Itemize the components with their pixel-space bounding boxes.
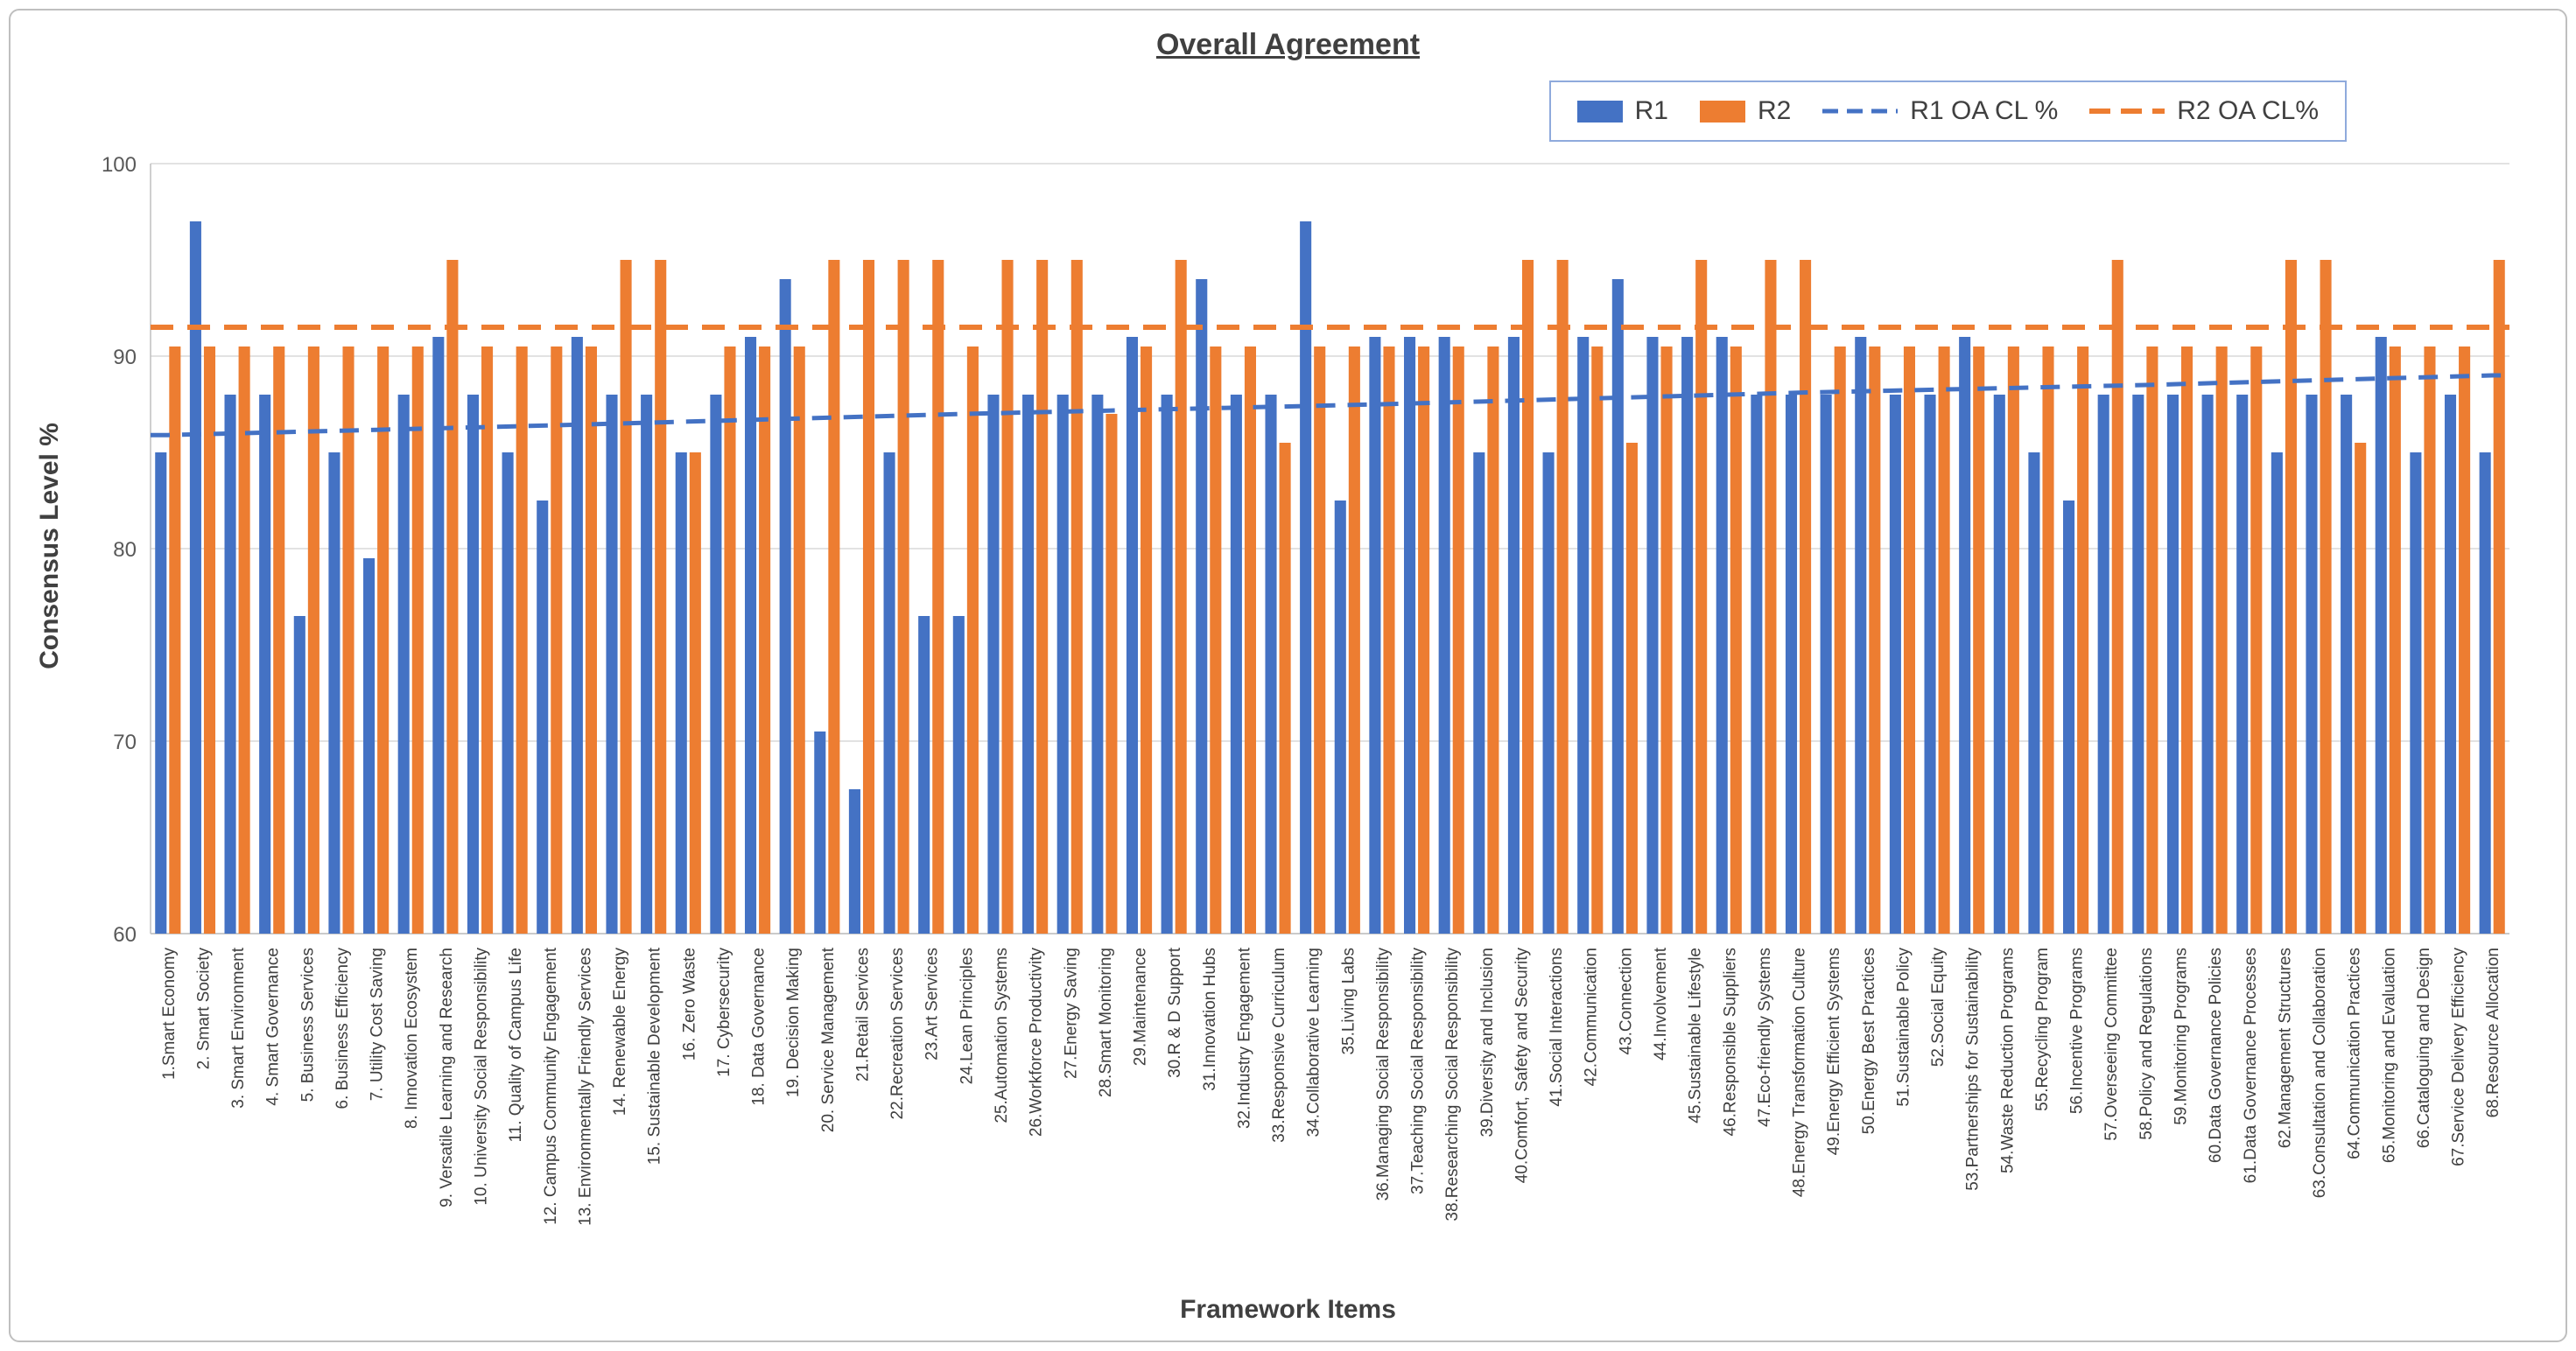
svg-text:16. Zero Waste: 16. Zero Waste [680,948,698,1060]
svg-text:36.Managing Social Responsibil: 36.Managing Social Responsibility [1374,948,1393,1201]
svg-text:25.Automation Systems: 25.Automation Systems [993,948,1011,1124]
chart-plot: 60 70 80 90 100 1.Smart Economy 2. Smart Socie… [102,153,2509,1226]
svg-text:33.Responsive Curriculum: 33.Responsive Curriculum [1270,948,1288,1143]
svg-text:67.Service Delivery Efficiency: 67.Service Delivery Efficiency [2450,948,2468,1166]
svg-text:1.Smart Economy: 1.Smart Economy [160,948,179,1080]
svg-text:46.Responsible Suppliers: 46.Responsible Suppliers [1721,948,1739,1136]
svg-text:47.Eco-friendly Systems: 47.Eco-friendly Systems [1756,948,1774,1127]
x-axis-title: Framework Items [1180,1295,1396,1324]
legend-label-r1-oa-cl: R1 OA CL % [1910,96,2059,125]
svg-text:21.Retail Services: 21.Retail Services [853,948,872,1082]
chart-legend: R1 R2 R1 OA CL % R2 OA CL% [1548,80,2347,142]
chart-frame: Overall Agreement 60 70 80 90 100 1.Smart Eco… [9,9,2567,1342]
svg-text:61.Data Governance Processes: 61.Data Governance Processes [2242,948,2260,1183]
svg-text:10. University Social Responsi: 10. University Social Responsibility [473,948,491,1206]
svg-text:55.Recycling Program: 55.Recycling Program [2033,948,2052,1111]
bars-r1 [155,221,2491,934]
svg-text:63.Consultation and Collaborat: 63.Consultation and Collaboration [2311,948,2329,1198]
svg-text:13. Environmentally Friendly S: 13. Environmentally Friendly Services [576,948,594,1226]
svg-text:49.Energy Efficient Systems: 49.Energy Efficient Systems [1825,948,1843,1155]
svg-text:51.Sustainable Policy: 51.Sustainable Policy [1894,948,1913,1107]
reference-lines [151,325,2509,438]
svg-text:68.Resource Allocation: 68.Resource Allocation [2484,948,2502,1117]
legend-item-r1-oa-cl: R1 OA CL % [1822,96,2058,126]
svg-text:59.Monitoring Programs: 59.Monitoring Programs [2172,948,2190,1125]
svg-text:39.Diversity and Inclusion: 39.Diversity and Inclusion [1478,948,1497,1138]
r1-bar-swatch-icon [1576,100,1623,122]
svg-text:65.Monitoring and Evaluation: 65.Monitoring and Evaluation [2380,948,2398,1163]
svg-text:26.Workforce Productivity: 26.Workforce Productivity [1028,948,1046,1138]
svg-text:19. Decision Making: 19. Decision Making [784,948,803,1097]
svg-text:37.Teaching Social Responsibil: 37.Teaching Social Responsibility [1409,948,1428,1194]
svg-text:45.Sustainable Lifestyle: 45.Sustainable Lifestyle [1687,948,1705,1124]
svg-text:5. Business Services: 5. Business Services [298,948,317,1102]
r2-bar-swatch-icon [1699,100,1745,122]
svg-text:32.Industry Engagement: 32.Industry Engagement [1235,947,1253,1129]
svg-text:80: 80 [113,538,137,562]
svg-text:40.Comfort, Safety and Securit: 40.Comfort, Safety and Security [1513,948,1531,1184]
svg-text:11. Quality of Campus Life: 11. Quality of Campus Life [507,948,525,1142]
svg-text:52.Social Equity: 52.Social Equity [1929,948,1948,1068]
svg-text:57.Overseeing Committee: 57.Overseeing Committee [2102,948,2121,1141]
svg-text:28.Smart Monitoring: 28.Smart Monitoring [1097,948,1115,1097]
svg-text:42.Communication: 42.Communication [1583,948,1601,1086]
svg-text:100: 100 [102,153,137,177]
chart-title: Overall Agreement [1155,28,1421,61]
svg-text:38.Researching Social Responsi: 38.Researching Social Responsibility [1443,948,1462,1222]
svg-text:17. Cybersecurity: 17. Cybersecurity [715,948,733,1077]
svg-text:18. Data Governance: 18. Data Governance [750,948,769,1106]
svg-text:66.Cataloguing and Design: 66.Cataloguing and Design [2415,948,2433,1148]
r1-dashed-line-swatch-icon [1822,108,1899,114]
svg-text:41.Social Interactions: 41.Social Interactions [1548,948,1566,1107]
svg-text:22.Recreation Services: 22.Recreation Services [888,948,907,1119]
svg-text:58.Policy and Regulations: 58.Policy and Regulations [2137,948,2156,1140]
svg-text:70: 70 [113,731,137,754]
svg-text:24.Lean Principles: 24.Lean Principles [958,948,976,1084]
svg-text:44.Involvement: 44.Involvement [1652,947,1670,1060]
svg-text:50.Energy Best Practices: 50.Energy Best Practices [1860,948,1878,1134]
svg-text:14. Renewable Energy: 14. Renewable Energy [611,948,629,1116]
svg-text:6. Business Efficiency: 6. Business Efficiency [333,948,352,1110]
svg-text:54.Waste Reduction Programs: 54.Waste Reduction Programs [1998,948,2017,1173]
svg-text:30.R & D Support: 30.R & D Support [1166,947,1184,1078]
y-tick-labels: 60 70 80 90 100 [102,153,137,947]
svg-text:3. Smart Environment: 3. Smart Environment [229,947,248,1108]
svg-text:48.Energy Transformation Cultu: 48.Energy Transformation Culture [1791,948,1809,1197]
svg-text:43.Connection: 43.Connection [1617,948,1635,1055]
legend-label-r2-oa-cl: R2 OA CL% [2177,96,2319,125]
svg-text:64.Communication Practices: 64.Communication Practices [2346,948,2364,1159]
svg-text:7. Utility Cost Saving: 7. Utility Cost Saving [369,948,387,1101]
svg-text:27.Energy Saving: 27.Energy Saving [1062,948,1080,1079]
svg-text:23.Art Services: 23.Art Services [923,948,942,1060]
svg-text:9. Versatile Learning and Rese: 9. Versatile Learning and Research [438,948,456,1208]
svg-text:8. Innovation Ecosystem: 8. Innovation Ecosystem [403,948,421,1129]
svg-text:60.Data Governance Policies: 60.Data Governance Policies [2207,948,2225,1163]
legend-item-r2-oa-cl: R2 OA CL% [2089,96,2319,126]
svg-text:34.Collaborative Learning: 34.Collaborative Learning [1305,948,1323,1138]
bars-r2 [169,260,2505,934]
legend-item-r1: R1 [1576,96,1668,126]
svg-text:90: 90 [113,346,137,369]
svg-text:56.Incentive Programs: 56.Incentive Programs [2068,948,2087,1114]
y-axis-title: Consensus Level % [35,423,64,669]
x-tick-labels: 1.Smart Economy 2. Smart Society 3. Smart … [160,947,2502,1226]
legend-label-r2: R2 [1757,96,1792,125]
svg-text:53.Partnerships for Sustainabi: 53.Partnerships for Sustainability [1964,948,1983,1191]
svg-text:31.Innovation Hubs: 31.Innovation Hubs [1201,948,1219,1091]
legend-label-r1: R1 [1634,96,1668,125]
svg-text:12. Campus Community Engagemen: 12. Campus Community Engagement [542,947,560,1225]
svg-text:20. Service Management: 20. Service Management [819,947,838,1132]
svg-text:60: 60 [113,923,137,947]
svg-text:62.Management Structures: 62.Management Structures [2276,948,2294,1148]
svg-text:15. Sustainable Development: 15. Sustainable Development [646,947,664,1165]
r2-dashed-line-swatch-icon [2089,108,2165,114]
svg-text:4. Smart Governance: 4. Smart Governance [264,948,283,1106]
svg-text:2. Smart Society: 2. Smart Society [194,948,213,1070]
svg-text:29.Maintenance: 29.Maintenance [1132,948,1150,1066]
svg-text:35.Living Labs: 35.Living Labs [1339,948,1358,1055]
legend-item-r2: R2 [1699,96,1792,126]
